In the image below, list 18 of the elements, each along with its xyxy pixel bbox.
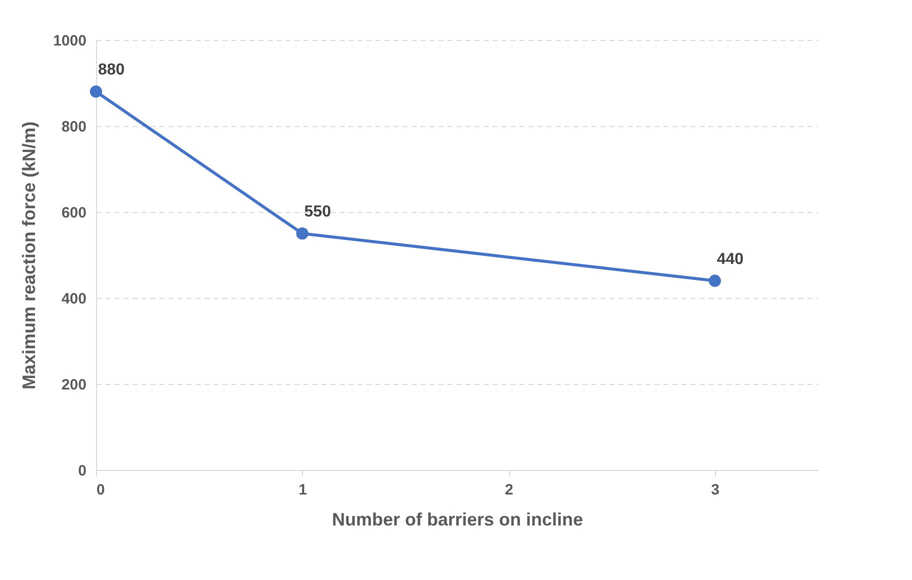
point: [296, 227, 308, 240]
y-tick-label: 600: [61, 204, 86, 222]
data-label: 440: [716, 250, 744, 268]
point: [90, 85, 102, 98]
x-axis-title: Number of barriers on incline: [332, 510, 584, 530]
x-tick-label: 0: [96, 482, 105, 498]
y-tick-label: 800: [61, 118, 86, 136]
point: [708, 274, 721, 287]
y-axis-title: Maximum reaction force (kN/m): [19, 121, 40, 390]
x-tick-label: 1: [298, 482, 307, 498]
x-tick-label: 2: [504, 482, 514, 498]
y-tick-label: 400: [61, 290, 86, 308]
x-tick-label: 3: [711, 482, 720, 498]
y-tick-label: 0: [78, 462, 86, 480]
y-tick-label: 200: [61, 376, 86, 394]
data-label: 550: [304, 204, 332, 220]
y-tick-label: 1000: [53, 32, 86, 50]
data-label: 880: [98, 62, 125, 79]
